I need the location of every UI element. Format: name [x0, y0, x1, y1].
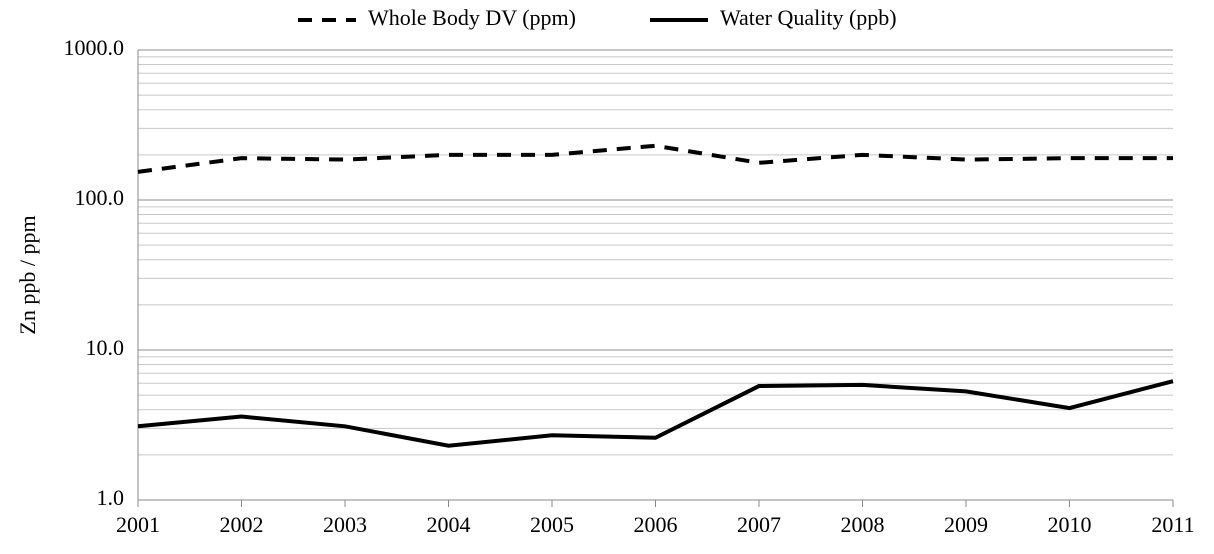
y-tick-label: 1000.0 [64, 35, 125, 60]
x-tick-label: 2011 [1151, 512, 1194, 537]
x-tick-label: 2003 [323, 512, 367, 537]
x-tick-label: 2006 [634, 512, 678, 537]
line-series [137, 379, 1174, 448]
x-tick-label: 2007 [737, 512, 781, 537]
x-tick-label: 2009 [944, 512, 988, 537]
line-series [137, 143, 1173, 174]
legend-label: Water Quality (ppb) [720, 5, 897, 30]
y-tick-label: 100.0 [75, 185, 125, 210]
x-tick-label: 2001 [116, 512, 160, 537]
y-tick-label: 1.0 [97, 485, 125, 510]
x-tick-label: 2005 [530, 512, 574, 537]
x-tick-label: 2004 [427, 512, 471, 537]
legend-label: Whole Body DV (ppm) [368, 5, 576, 30]
y-axis-label: Zn ppb / ppm [15, 215, 40, 334]
x-tick-label: 2002 [220, 512, 264, 537]
x-tick-label: 2008 [841, 512, 885, 537]
y-tick-label: 10.0 [86, 335, 125, 360]
x-tick-label: 2010 [1048, 512, 1092, 537]
